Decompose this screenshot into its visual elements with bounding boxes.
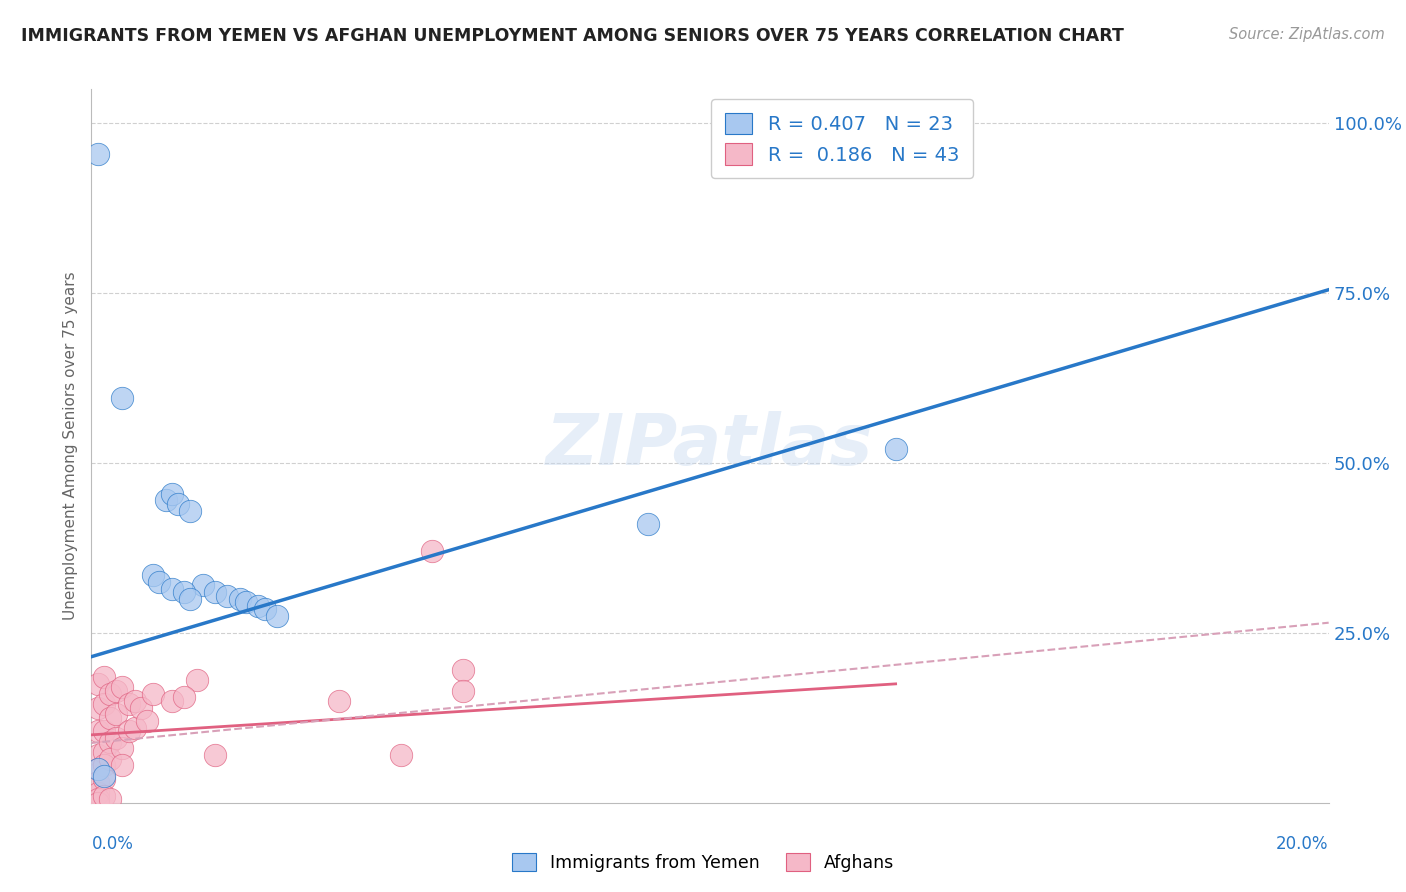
- Point: [105, 731, 128, 746]
- Point: [167, 497, 190, 511]
- Point: [129, 700, 152, 714]
- Legend: Immigrants from Yemen, Afghans: Immigrants from Yemen, Afghans: [505, 847, 901, 879]
- Point: [93, 724, 115, 739]
- Point: [111, 392, 134, 406]
- Point: [86, 762, 108, 776]
- Point: [142, 568, 165, 582]
- Point: [235, 595, 257, 609]
- Point: [86, 146, 108, 161]
- Point: [93, 769, 115, 783]
- Point: [884, 442, 907, 457]
- Point: [247, 599, 270, 613]
- Point: [155, 493, 177, 508]
- Text: IMMIGRANTS FROM YEMEN VS AFGHAN UNEMPLOYMENT AMONG SENIORS OVER 75 YEARS CORRELA: IMMIGRANTS FROM YEMEN VS AFGHAN UNEMPLOY…: [21, 27, 1123, 45]
- Point: [86, 792, 108, 806]
- Point: [111, 758, 134, 772]
- Point: [124, 721, 146, 735]
- Point: [86, 724, 108, 739]
- Text: ZIPatlas: ZIPatlas: [547, 411, 873, 481]
- Point: [98, 687, 121, 701]
- Point: [86, 677, 108, 691]
- Point: [204, 585, 226, 599]
- Point: [105, 707, 128, 722]
- Point: [93, 745, 115, 759]
- Point: [93, 670, 115, 684]
- Point: [98, 711, 121, 725]
- Point: [105, 683, 128, 698]
- Point: [637, 517, 659, 532]
- Point: [111, 680, 134, 694]
- Point: [148, 574, 170, 589]
- Point: [86, 700, 108, 714]
- Point: [328, 694, 350, 708]
- Point: [173, 585, 195, 599]
- Point: [86, 762, 108, 776]
- Point: [179, 591, 201, 606]
- Point: [86, 775, 108, 789]
- Point: [253, 602, 276, 616]
- Point: [98, 734, 121, 748]
- Point: [93, 789, 115, 803]
- Point: [204, 748, 226, 763]
- Point: [160, 694, 183, 708]
- Point: [86, 796, 108, 810]
- Point: [98, 792, 121, 806]
- Point: [420, 544, 443, 558]
- Y-axis label: Unemployment Among Seniors over 75 years: Unemployment Among Seniors over 75 years: [63, 272, 79, 620]
- Point: [124, 694, 146, 708]
- Point: [93, 758, 115, 772]
- Point: [389, 748, 412, 763]
- Point: [136, 714, 159, 729]
- Point: [266, 608, 288, 623]
- Point: [111, 741, 134, 756]
- Point: [98, 751, 121, 765]
- Point: [86, 748, 108, 763]
- Point: [142, 687, 165, 701]
- Text: 0.0%: 0.0%: [91, 835, 134, 853]
- Point: [93, 698, 115, 712]
- Point: [117, 698, 139, 712]
- Point: [117, 724, 139, 739]
- Point: [191, 578, 214, 592]
- Text: 20.0%: 20.0%: [1277, 835, 1329, 853]
- Point: [217, 589, 239, 603]
- Point: [173, 690, 195, 705]
- Point: [229, 591, 252, 606]
- Point: [451, 663, 474, 677]
- Legend: R = 0.407   N = 23, R =  0.186   N = 43: R = 0.407 N = 23, R = 0.186 N = 43: [711, 99, 973, 178]
- Point: [86, 786, 108, 800]
- Point: [160, 486, 183, 500]
- Point: [179, 503, 201, 517]
- Point: [451, 683, 474, 698]
- Point: [186, 673, 208, 688]
- Point: [160, 582, 183, 596]
- Text: Source: ZipAtlas.com: Source: ZipAtlas.com: [1229, 27, 1385, 42]
- Point: [93, 772, 115, 786]
